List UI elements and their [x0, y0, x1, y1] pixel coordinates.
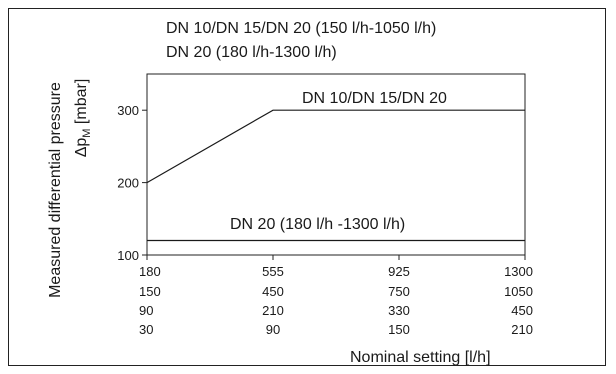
x-category-label: 150 [388, 322, 410, 337]
x-ticks: 180 555 925 1300 150 450 750 1050 90 210 330 450 30 9… [139, 255, 533, 337]
plot-area [146, 73, 526, 256]
x-category-label: 210 [511, 322, 533, 337]
y-tick-label: 300 [117, 103, 139, 118]
x-category-label: 750 [388, 284, 410, 299]
x-category-label: 1300 [504, 264, 533, 279]
x-category-label: 210 [262, 303, 284, 318]
x-category-label: 1050 [504, 284, 533, 299]
x-category-label: 180 [139, 264, 161, 279]
x-category-label: 30 [139, 322, 153, 337]
x-category-label: 90 [266, 322, 280, 337]
series-label-dn20: DN 20 (180 l/h -1300 l/h) [230, 216, 405, 233]
y-axis-label-delta-p: Δp [73, 138, 90, 158]
series-lines [146, 109, 525, 242]
y-axis-label-line1-group: Measured differential pressure [47, 82, 64, 298]
y-tick-label: 200 [117, 176, 139, 191]
y-axis-label-line2-group: ΔpM [mbar] [73, 79, 93, 158]
y-ticks: 100 200 300 [117, 103, 147, 263]
x-category-label: 925 [388, 264, 410, 279]
x-category-label: 150 [139, 284, 161, 299]
series-label-dn10-dn15-dn20: DN 10/DN 15/DN 20 [302, 90, 447, 107]
y-axis-label-line-1: Measured differential pressure [47, 82, 64, 298]
y-axis-label-unit: [mbar] [73, 79, 90, 129]
x-category-label: 330 [388, 303, 410, 318]
x-category-label: 450 [262, 284, 284, 299]
x-category-label: 555 [262, 264, 284, 279]
x-axis-label: Nominal setting [l/h] [350, 349, 491, 366]
x-category-label: 450 [511, 303, 533, 318]
y-tick-label: 100 [117, 248, 139, 263]
y-axis-label-subscript: M [81, 129, 93, 138]
chart-frame [8, 8, 606, 366]
series-line-0 [146, 109, 525, 184]
chart-title-line-2: DN 20 (180 l/h-1300 l/h) [166, 44, 337, 61]
x-category-label: 90 [139, 303, 153, 318]
chart-title-line-1: DN 10/DN 15/DN 20 (150 l/h-1050 l/h) [166, 20, 436, 37]
y-axis-label-line-2: ΔpM [mbar] [73, 79, 93, 158]
